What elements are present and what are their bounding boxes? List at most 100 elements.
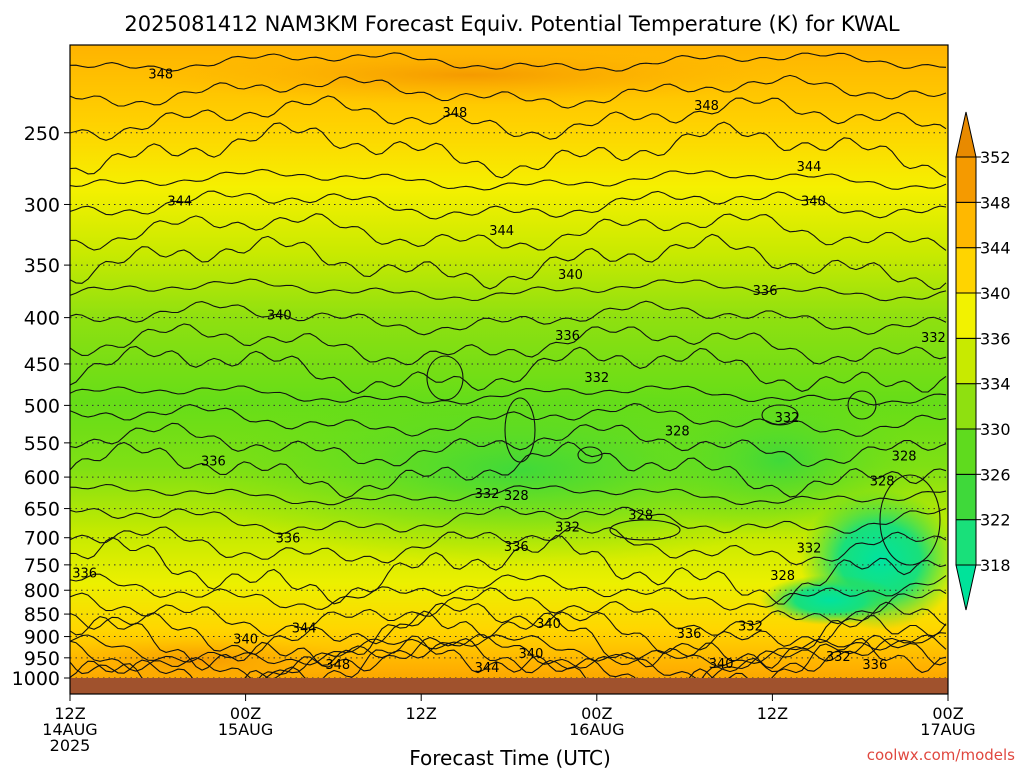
chart-title: 2025081412 NAM3KM Forecast Equiv. Potent… [124, 12, 900, 36]
warm-region [140, 45, 800, 105]
colorbar-segment [955, 156, 977, 203]
contour-label: 328 [770, 569, 795, 584]
contour-label: 344 [475, 661, 500, 676]
colorbar-segment [955, 292, 977, 339]
colorbar-segment [955, 519, 977, 566]
contour-label: 332 [584, 371, 609, 386]
colorbar: 318 322 326 330 334 336 340 344 348 352 [955, 111, 1011, 611]
contour-line [70, 422, 947, 468]
contour-label: 348 [694, 99, 719, 114]
contour-line [70, 573, 947, 611]
contour-line [70, 345, 947, 395]
contour-label: 332 [738, 619, 763, 634]
contour-label: 340 [558, 268, 583, 283]
x-tick-label: 00Z [581, 704, 612, 723]
contour-labels: 348 348 348 344 344 344 340 340 340 336 336 332 332 3… [72, 67, 946, 676]
contour-lines [70, 52, 947, 694]
x-tick-label: 2025 [50, 736, 91, 755]
contour-label: 328 [504, 489, 529, 504]
plot-frame [69, 44, 949, 695]
contour-label: 332 [775, 411, 800, 426]
colorbar-segment [955, 201, 977, 249]
contour-label: 340 [519, 647, 544, 662]
contour-line [70, 323, 947, 366]
contour-line [70, 587, 947, 637]
contour-loop [879, 474, 941, 566]
contour-line [70, 526, 947, 566]
contour-line [70, 535, 947, 605]
y-tick-label: 650 [24, 499, 60, 521]
colorbar-label: 330 [980, 420, 1011, 439]
contour-line [70, 278, 947, 302]
y-axis: 2503003504004505005506006507007508008509… [12, 123, 70, 690]
colorbar-label: 344 [980, 239, 1011, 258]
y-tick-label: 600 [24, 467, 60, 489]
contour-loop [426, 355, 464, 401]
colorbar-segment [955, 428, 977, 475]
colorbar-label: 326 [980, 465, 1011, 484]
y-tick-label: 450 [24, 354, 60, 376]
y-tick-label: 250 [24, 123, 60, 145]
colorbar-extend-bottom [955, 564, 977, 611]
y-tick-label: 700 [24, 528, 60, 550]
colorbar-label: 348 [980, 193, 1011, 212]
x-tick-label: 12Z [406, 704, 437, 723]
moist-core [760, 575, 900, 625]
contour-line [70, 632, 947, 667]
contour-line [70, 74, 947, 109]
contour-label: 340 [267, 309, 292, 324]
contour-line [70, 403, 947, 437]
contour-loop [577, 446, 603, 464]
colorbar-segment [955, 337, 977, 385]
y-tick-label: 400 [24, 308, 60, 330]
x-tick-label: 16AUG [569, 720, 624, 739]
x-tick-label: 00Z [230, 704, 261, 723]
colorbar-segment [955, 473, 977, 521]
contour-label: 336 [677, 627, 702, 642]
y-tick-label: 800 [24, 580, 60, 602]
y-tick-label: 900 [24, 627, 60, 649]
x-tick-label: 12Z [54, 704, 85, 723]
contour-label: 336 [555, 329, 580, 344]
contour-label: 328 [892, 450, 917, 465]
y-tick-label: 300 [24, 194, 60, 216]
contour-label: 344 [797, 160, 822, 175]
contour-label: 336 [276, 532, 301, 547]
y-tick-label: 850 [24, 604, 60, 626]
warm-region [70, 635, 350, 685]
contour-label: 344 [489, 224, 514, 239]
contour-label: 336 [504, 540, 529, 555]
contour-label: 336 [862, 658, 887, 673]
contour-label: 328 [870, 474, 895, 489]
colorbar-segment [955, 247, 977, 294]
contour-label: 348 [148, 67, 173, 82]
ground-strip [70, 678, 948, 694]
contour-label: 340 [709, 657, 734, 672]
contour-loop [609, 519, 681, 541]
contour-label: 340 [801, 195, 826, 210]
contour-line [70, 300, 947, 336]
contour-line [70, 52, 947, 72]
contour-loop [847, 390, 877, 420]
contour-line [70, 213, 947, 251]
contour-label: 332 [826, 650, 851, 665]
x-tick-label: 12Z [757, 704, 788, 723]
y-tick-label: 750 [24, 555, 60, 577]
contour-label: 344 [292, 622, 317, 637]
contour-label: 344 [167, 195, 192, 210]
contour-line [70, 634, 947, 683]
contour-label: 336 [201, 454, 226, 469]
contour-label: 328 [665, 425, 690, 440]
contour-label: 348 [325, 658, 350, 673]
x-tick-label: 15AUG [218, 720, 273, 739]
y-tick-label: 350 [24, 255, 60, 277]
contour-line [70, 483, 947, 506]
contour-label: 340 [536, 617, 561, 632]
contour-label: 340 [233, 633, 258, 648]
y-tick-label: 950 [24, 648, 60, 670]
colorbar-label: 352 [980, 148, 1011, 167]
x-tick-label: 14AUG [42, 720, 97, 739]
credit-text: coolwx.com/models [867, 746, 1015, 764]
